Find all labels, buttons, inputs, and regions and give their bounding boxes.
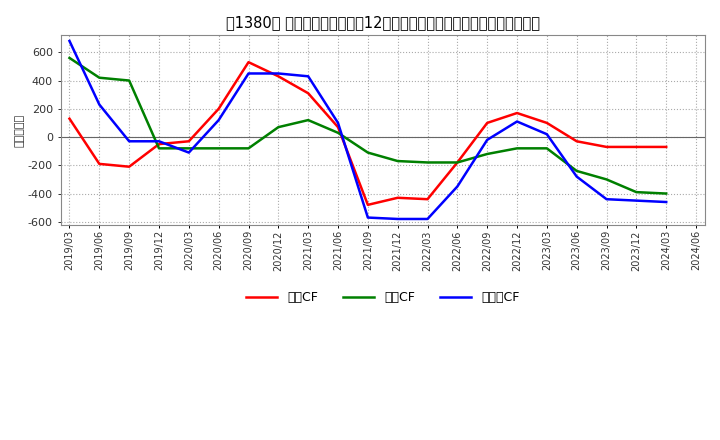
フリーCF [125,139,133,144]
投資CF [662,191,670,196]
投資CF [543,146,552,151]
投資CF [66,55,74,61]
営業CF [184,139,193,144]
投資CF [333,130,342,136]
営業CF [513,110,521,116]
営業CF [393,195,402,201]
営業CF [662,144,670,150]
フリーCF [215,117,223,123]
営業CF [125,164,133,169]
投資CF [95,75,104,81]
営業CF [155,142,163,147]
フリーCF [423,216,432,222]
フリーCF [184,150,193,155]
営業CF [543,120,552,125]
営業CF [274,73,283,79]
フリーCF [513,119,521,124]
フリーCF [602,197,611,202]
投資CF [155,146,163,151]
フリーCF [274,71,283,76]
Legend: 営業CF, 投資CF, フリーCF: 営業CF, 投資CF, フリーCF [240,286,525,309]
投資CF [423,160,432,165]
投資CF [483,151,492,157]
営業CF [453,160,462,165]
営業CF [572,139,581,144]
営業CF [602,144,611,150]
フリーCF [632,198,641,203]
Line: フリーCF: フリーCF [70,41,666,219]
投資CF [125,78,133,83]
営業CF [95,161,104,166]
投資CF [453,160,462,165]
フリーCF [543,132,552,137]
営業CF [364,202,372,208]
営業CF [304,91,312,96]
営業CF [423,197,432,202]
営業CF [244,59,253,65]
フリーCF [95,102,104,107]
投資CF [215,146,223,151]
営業CF [215,106,223,111]
投資CF [274,125,283,130]
フリーCF [333,120,342,125]
フリーCF [304,73,312,79]
フリーCF [453,184,462,189]
Line: 投資CF: 投資CF [70,58,666,194]
投資CF [244,146,253,151]
営業CF [483,120,492,125]
投資CF [364,150,372,155]
Line: 営業CF: 営業CF [70,62,666,205]
投資CF [304,117,312,123]
フリーCF [364,215,372,220]
フリーCF [66,38,74,44]
投資CF [632,190,641,195]
フリーCF [393,216,402,222]
投資CF [572,169,581,174]
投資CF [184,146,193,151]
フリーCF [483,137,492,143]
フリーCF [155,139,163,144]
Y-axis label: （百万円）: （百万円） [15,114,25,147]
Title: 　1380、 キャッシュフローの12か月移動合計の対前年同期増減額の推移: 1380、 キャッシュフローの12か月移動合計の対前年同期増減額の推移 [226,15,540,30]
営業CF [66,116,74,121]
フリーCF [662,199,670,205]
フリーCF [244,71,253,76]
営業CF [632,144,641,150]
投資CF [393,158,402,164]
投資CF [513,146,521,151]
投資CF [602,177,611,182]
営業CF [333,125,342,130]
フリーCF [572,174,581,179]
